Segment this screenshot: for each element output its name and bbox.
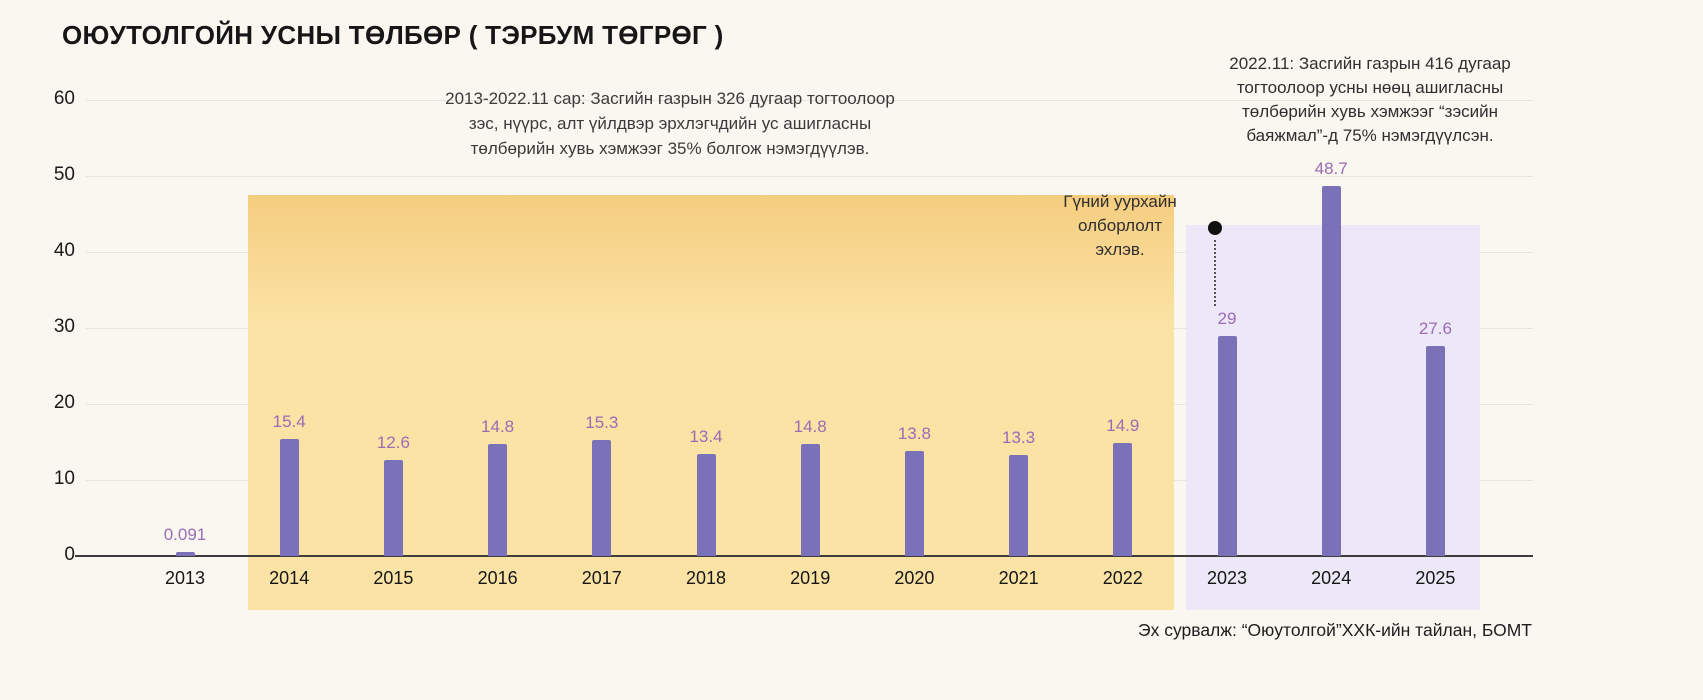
gridline-60	[86, 100, 1533, 101]
bar-value-label-2024: 48.7	[1314, 158, 1348, 178]
annotation-line: олборлолт	[1078, 216, 1162, 235]
bar-value-label-2025: 27.6	[1418, 319, 1452, 339]
bar-2021	[1009, 454, 1029, 556]
bar-value-label-2015: 12.6	[376, 433, 410, 453]
bar-value-label-2017: 15.3	[585, 412, 619, 432]
bar-value-label-2022: 14.9	[1106, 415, 1140, 435]
x-axis-label-2019: 2019	[790, 568, 831, 588]
bar-value-label-2016: 14.8	[481, 416, 515, 436]
annotation-line: 2013-2022.11 сар: Засгийн газрын 326 дуг…	[445, 89, 895, 108]
bar-2017	[592, 439, 612, 556]
x-axis-label-2023: 2023	[1206, 568, 1248, 588]
y-axis-label-60: 60	[53, 88, 75, 109]
bar-value-label-2021: 13.3	[1002, 427, 1036, 447]
x-axis-line	[75, 555, 1533, 557]
x-axis-label-2015: 2015	[373, 568, 414, 588]
y-axis-label-10: 10	[53, 468, 75, 489]
x-axis-label-2024: 2024	[1311, 568, 1352, 588]
bar-2024	[1321, 185, 1341, 556]
event-marker-dot-icon	[1208, 221, 1222, 235]
bar-2013	[175, 552, 195, 556]
annotation-line: 2022.11: Засгийн газрын 416 дугаар	[1229, 54, 1511, 73]
annotation-policy-416: 2022.11: Засгийн газрын 416 дугаар тогто…	[1170, 52, 1570, 148]
x-axis-label-2013: 2013	[164, 568, 206, 588]
bar-value-label-2013: 0.091	[163, 525, 207, 544]
bar-2015	[383, 460, 403, 556]
y-axis-label-40: 40	[53, 240, 75, 261]
annotation-underground-mine: Гүний уурхайн олборлолт эхлэв.	[1040, 190, 1200, 262]
x-axis-label-2016: 2016	[477, 568, 518, 588]
annotation-line: баяжмал”-д 75% нэмэгдүүлсэн.	[1246, 126, 1494, 145]
x-axis-label-2022: 2022	[1102, 568, 1143, 588]
annotation-line: тогтоолоор усны нөөц ашигласны	[1236, 78, 1504, 97]
x-axis-label-2020: 2020	[894, 568, 935, 588]
bar-2016	[488, 443, 508, 556]
bar-2018	[696, 454, 716, 556]
annotation-line: Гүний уурхайн	[1063, 192, 1177, 211]
bar-value-label-2019: 14.8	[793, 416, 827, 436]
bar-value-label-2020: 13.8	[897, 424, 931, 444]
bar-2019	[800, 443, 820, 556]
annotation-line: зэс, нүүрс, алт үйлдвэр эрхлэгчдийн ус а…	[468, 114, 872, 133]
bar-2025	[1425, 346, 1445, 556]
y-axis-label-20: 20	[53, 392, 75, 413]
bar-value-label-2023: 29	[1217, 308, 1237, 328]
bar-2020	[904, 451, 924, 556]
annotation-line: төлбөрийн хувь хэмжээг “зэсийн	[1241, 102, 1499, 121]
event-marker-dotted-line	[1214, 240, 1216, 306]
bar-value-label-2014: 15.4	[272, 411, 306, 431]
annotation-line: төлбөрийн хувь хэмжээг 35% болгож нэмэгд…	[470, 139, 870, 158]
x-axis-label-2021: 2021	[998, 568, 1039, 588]
x-axis-label-2017: 2017	[581, 568, 622, 588]
source-caption: Эх сурвалж: “Оюутолгой”ХХК-ийн тайлан, Б…	[1138, 620, 1532, 640]
annotation-line: эхлэв.	[1095, 240, 1145, 259]
chart-title: ОЮУТОЛГОЙН УСНЫ ТӨЛБӨР ( ТЭРБУМ ТӨГРӨГ )	[62, 20, 724, 50]
bar-2023	[1217, 335, 1237, 556]
x-axis-label-2025: 2025	[1415, 568, 1456, 588]
annotation-policy-326: 2013-2022.11 сар: Засгийн газрын 326 дуг…	[370, 86, 970, 161]
y-axis-label-30: 30	[53, 316, 75, 337]
x-axis-label-2018: 2018	[685, 568, 727, 588]
gridline-50	[86, 176, 1533, 177]
bar-2014	[279, 438, 299, 556]
y-axis-label-50: 50	[53, 164, 75, 185]
bar-2022	[1113, 442, 1133, 556]
bar-value-label-2018: 13.4	[689, 427, 723, 447]
y-axis-label-0: 0	[64, 544, 75, 565]
x-axis-label-2014: 2014	[269, 568, 310, 588]
